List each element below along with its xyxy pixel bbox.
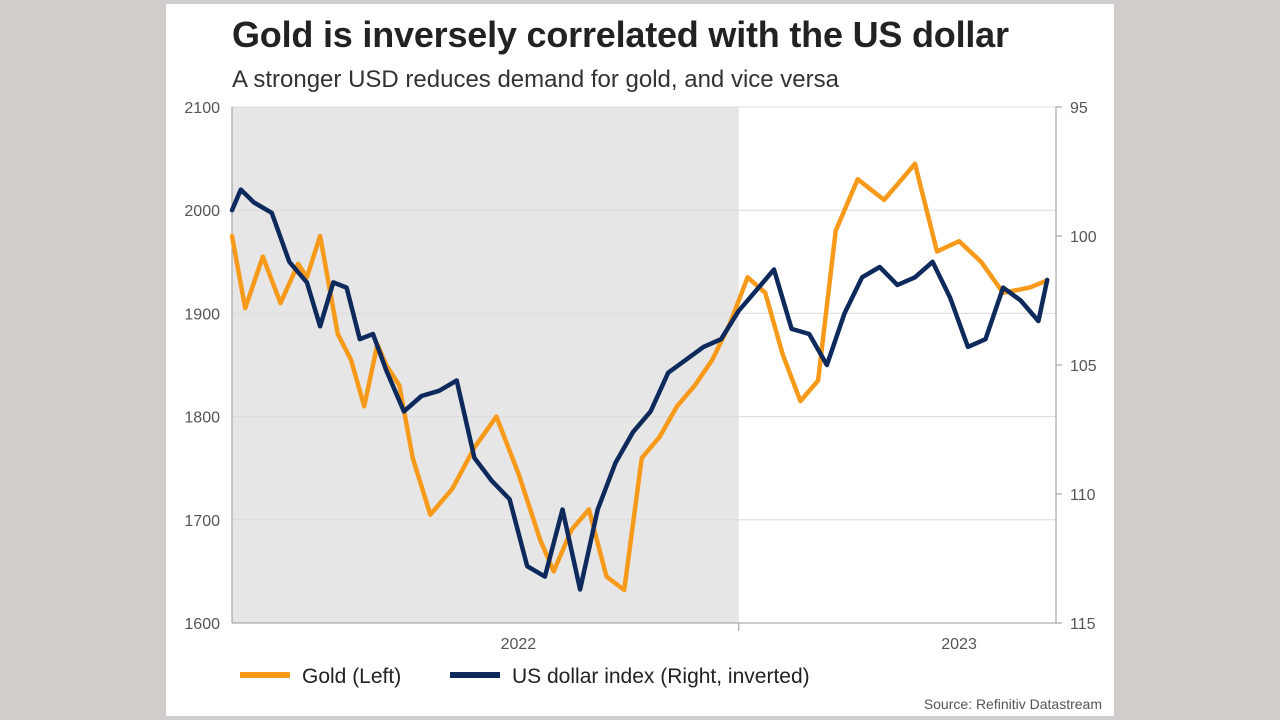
left-tick-label: 1600 <box>184 616 220 633</box>
right-tick-label: 95 <box>1070 100 1088 117</box>
left-tick-label: 2100 <box>184 100 220 117</box>
chart-card: Gold is inversely correlated with the US… <box>166 4 1114 716</box>
left-axis-ticks: 1600 1700 1800 1900 2000 2100 <box>184 100 220 633</box>
left-tick-label: 2000 <box>184 203 220 220</box>
left-tick-label: 1800 <box>184 410 220 427</box>
gridlines <box>232 106 1056 521</box>
chart-title: Gold is inversely correlated with the US… <box>232 14 1009 55</box>
series-lines <box>229 161 1050 593</box>
right-axis-ticks: 95 100 105 110 115 <box>1056 100 1097 633</box>
legend-usd-label: US dollar index (Right, inverted) <box>512 665 810 688</box>
gold-series-line <box>229 161 1050 593</box>
chart-subtitle: A stronger USD reduces demand for gold, … <box>232 66 839 93</box>
chart-source: Source: Refinitiv Datastream <box>923 696 1102 712</box>
legend: Gold (Left) US dollar index (Right, inve… <box>240 665 810 688</box>
x-tick-label: 2023 <box>941 636 977 653</box>
x-tick-label: 2022 <box>501 636 537 653</box>
shaded-period-2022 <box>232 107 739 623</box>
right-tick-label: 115 <box>1070 616 1096 633</box>
usd-series-line <box>229 187 1050 592</box>
right-tick-label: 100 <box>1070 229 1097 246</box>
legend-gold-label: Gold (Left) <box>302 665 401 688</box>
right-tick-label: 110 <box>1070 487 1096 504</box>
left-tick-label: 1700 <box>184 513 220 530</box>
left-tick-label: 1900 <box>184 306 220 323</box>
right-tick-label: 105 <box>1070 358 1097 375</box>
x-axis-ticks: 2022 2023 <box>501 636 977 653</box>
